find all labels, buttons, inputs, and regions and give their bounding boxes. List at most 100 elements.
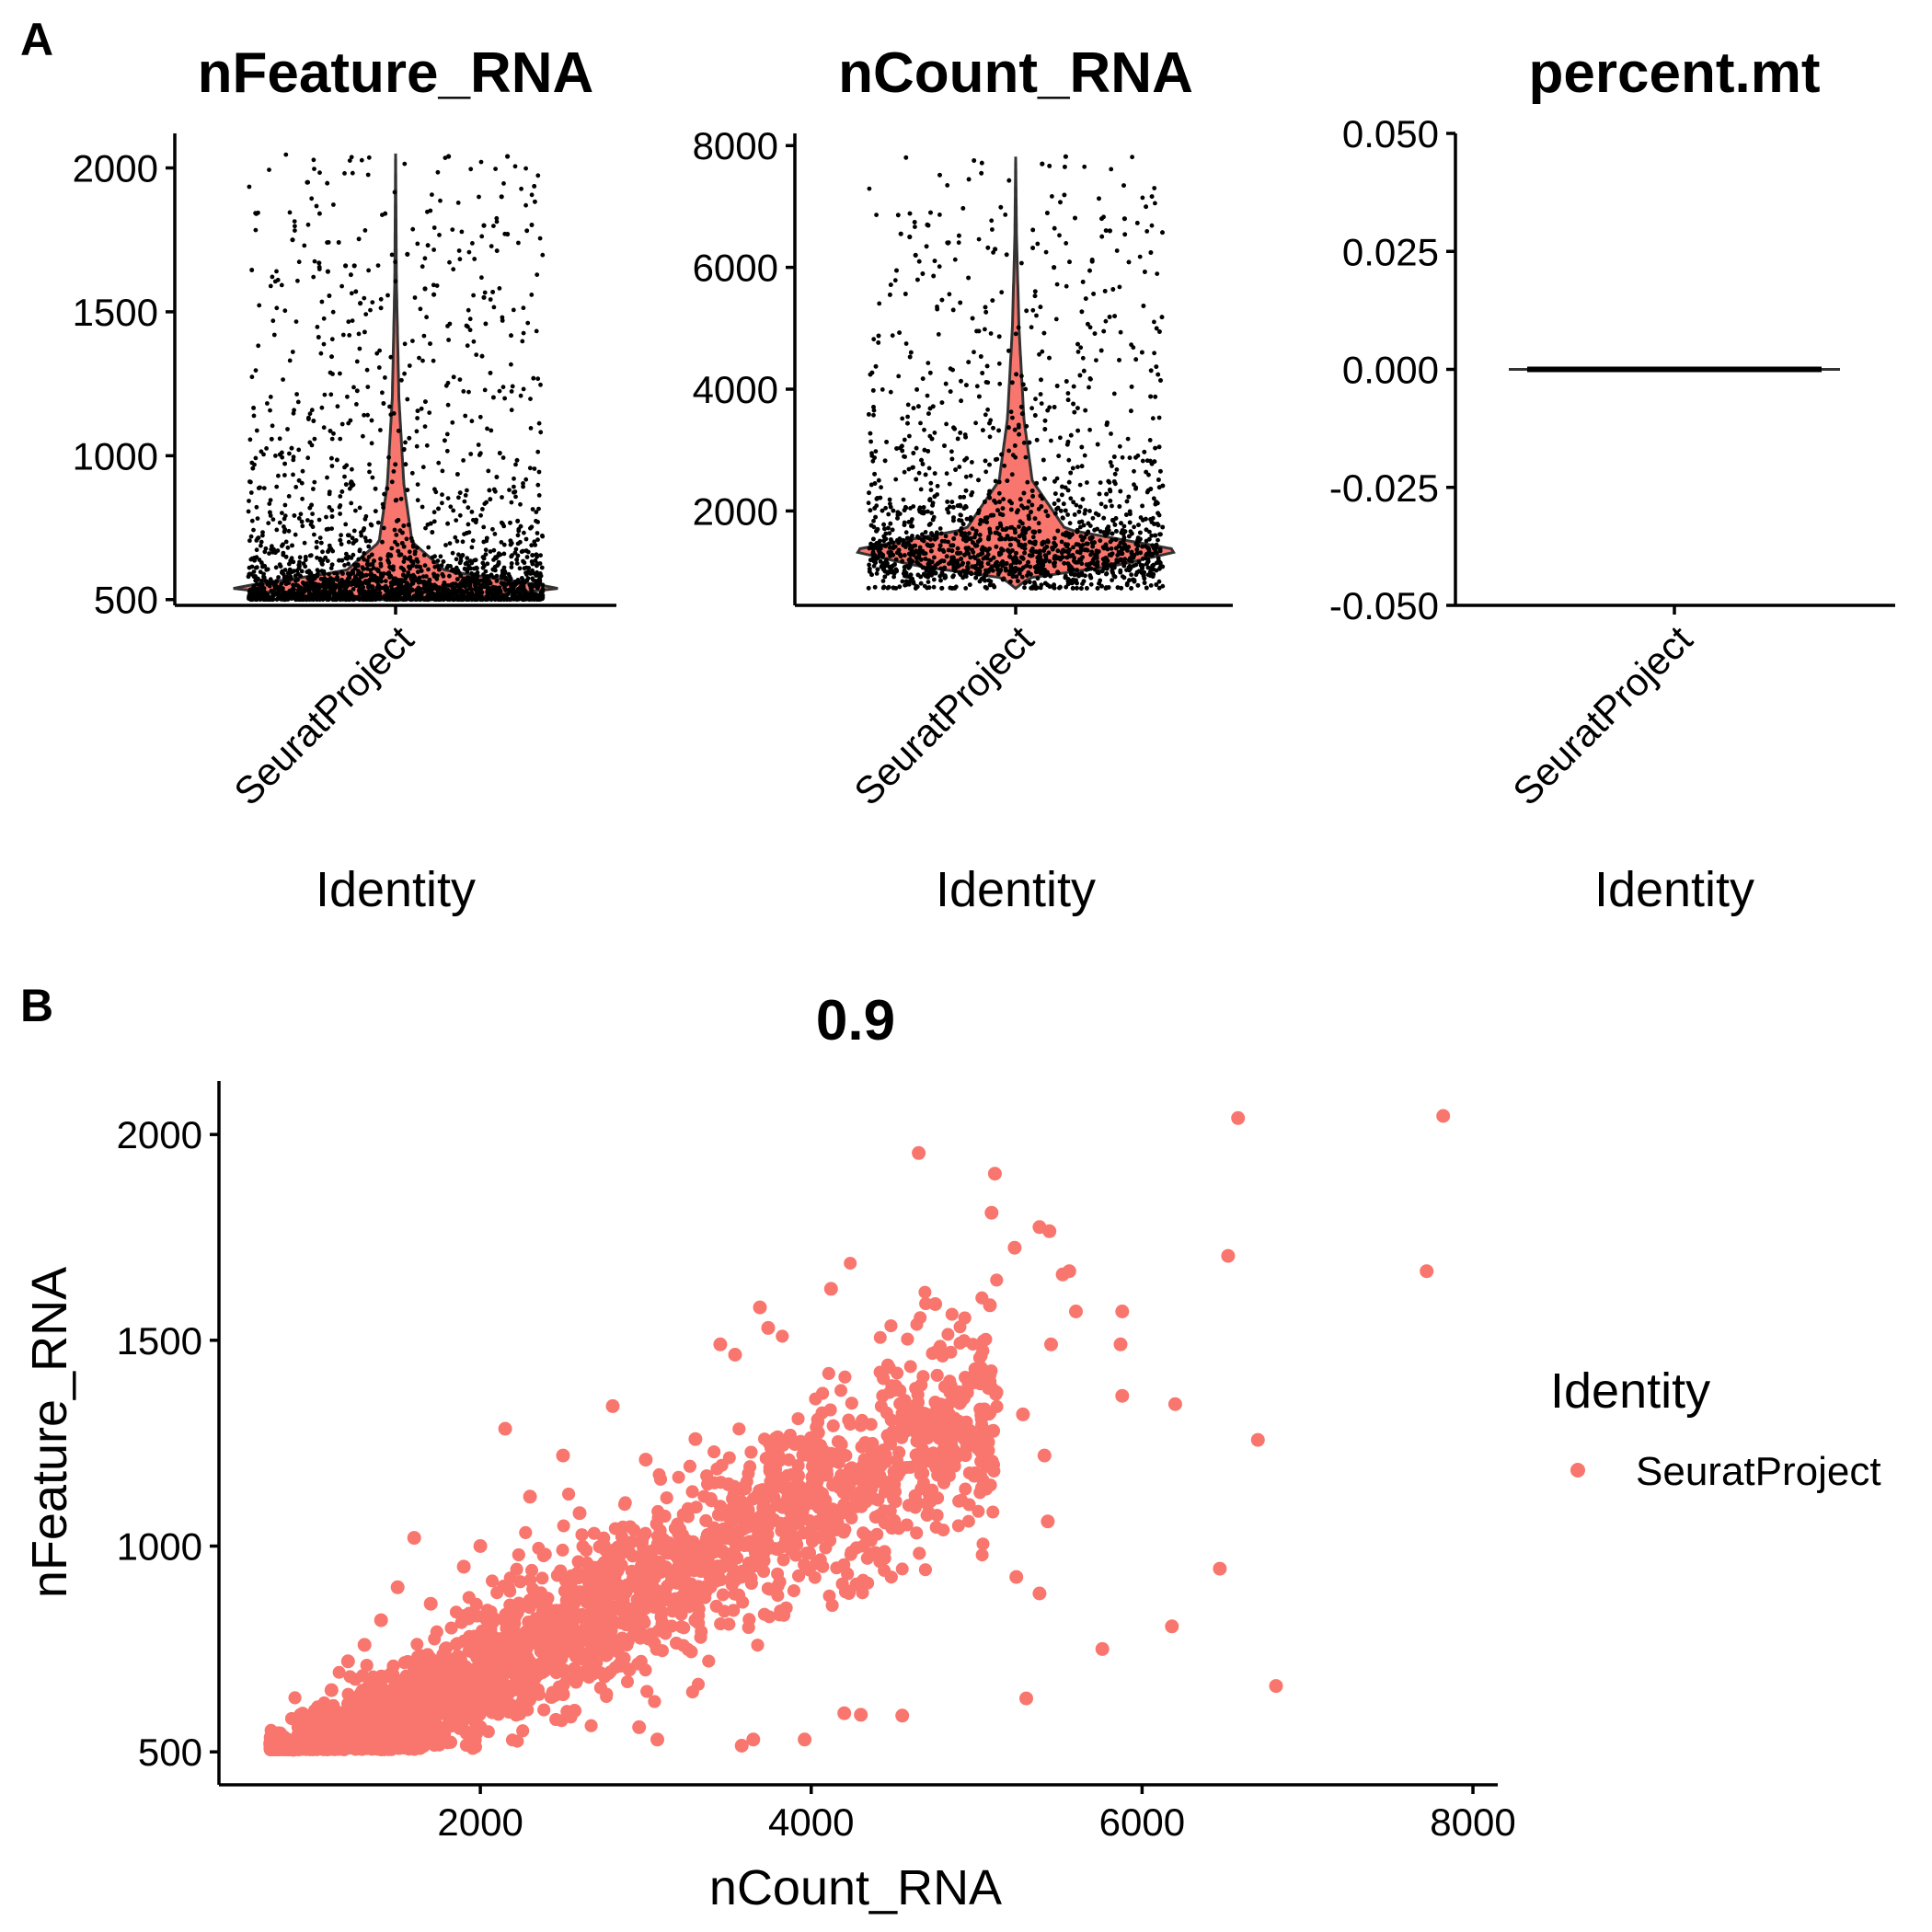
cell-point <box>1087 385 1091 390</box>
cell-point <box>948 585 953 591</box>
cell-point <box>449 582 454 587</box>
cell-point <box>269 588 274 593</box>
cell-point <box>977 533 983 537</box>
cell-point <box>939 538 945 544</box>
cell-point <box>970 316 975 321</box>
cell-point <box>1077 557 1082 562</box>
cell-point <box>1126 259 1132 265</box>
cell-point <box>1071 545 1075 550</box>
cell-point <box>999 546 1004 552</box>
cell-point <box>1019 503 1024 509</box>
cell-point <box>287 358 293 363</box>
cell-point <box>984 363 990 369</box>
cell-point <box>871 337 877 342</box>
cell-point <box>407 435 412 441</box>
cell-point <box>1000 527 1006 532</box>
cell-point <box>509 554 514 559</box>
cell-point <box>501 181 506 186</box>
cell-point <box>530 507 535 512</box>
cell-point <box>1056 498 1061 503</box>
cell-point <box>491 305 497 310</box>
cell-point <box>939 586 944 591</box>
cell-point <box>517 566 523 571</box>
cell-point <box>273 585 278 591</box>
cell-point <box>1154 582 1159 587</box>
cell-point <box>296 259 302 265</box>
cell-point <box>439 563 444 568</box>
cell-point <box>327 505 332 510</box>
cell-point <box>389 546 395 551</box>
cell-point <box>957 233 961 238</box>
cell-point <box>454 577 460 581</box>
cell-point <box>529 293 535 297</box>
cell-point <box>1070 586 1075 591</box>
cell-point <box>415 545 420 550</box>
cell-point <box>420 264 425 270</box>
cell-point <box>492 588 498 593</box>
cell-point <box>308 553 314 558</box>
cell-point <box>521 597 526 603</box>
cell-point <box>437 567 442 572</box>
cell-point <box>435 591 441 596</box>
cell-point <box>949 500 955 504</box>
cell-point <box>299 480 305 486</box>
cell-point <box>329 464 335 468</box>
cell-point <box>393 578 398 583</box>
cell-point <box>451 267 456 272</box>
outlier-point <box>305 179 310 185</box>
cell-point <box>900 558 905 564</box>
cell-point <box>1043 249 1049 255</box>
cell-point <box>323 586 328 591</box>
cell-point <box>375 520 381 525</box>
cell-point <box>346 539 351 545</box>
cell-point <box>1088 581 1094 587</box>
cell-point <box>515 587 521 592</box>
cell-point <box>269 436 274 442</box>
cell-point <box>366 580 371 585</box>
cell-point <box>926 411 931 416</box>
cell-point <box>1041 548 1046 553</box>
cell-point <box>1110 531 1115 536</box>
cell-point <box>331 431 336 436</box>
cell-point <box>937 172 942 178</box>
cell-point <box>1039 504 1044 509</box>
cell-point <box>868 439 873 444</box>
cell-point <box>1114 467 1120 472</box>
cell-point <box>1094 358 1098 362</box>
cell-point <box>1081 368 1087 374</box>
cell-point <box>402 555 408 560</box>
cell-point <box>953 584 959 590</box>
cell-point <box>536 420 542 426</box>
cell-point <box>477 194 481 200</box>
cell-point <box>497 451 502 455</box>
cell-point <box>1095 564 1100 569</box>
cell-point <box>457 490 463 495</box>
cell-point <box>902 569 907 573</box>
cell-point <box>457 377 463 382</box>
cell-point <box>372 558 376 564</box>
cell-point <box>369 571 374 577</box>
cell-point <box>1063 165 1067 169</box>
cell-point <box>886 525 891 531</box>
cell-point <box>536 597 542 602</box>
cell-point <box>535 449 541 454</box>
cell-point <box>488 581 493 586</box>
cell-point <box>435 558 441 563</box>
cell-point <box>969 516 973 522</box>
cell-point <box>403 440 408 445</box>
cell-point <box>298 512 304 517</box>
cell-point <box>1153 394 1158 399</box>
cell-point <box>438 554 443 559</box>
cell-point <box>528 525 533 531</box>
cell-point <box>1082 164 1087 169</box>
cell-point <box>919 457 924 463</box>
cell-point <box>955 550 960 556</box>
cell-point <box>249 268 255 272</box>
cell-point <box>295 278 300 283</box>
cell-point <box>953 531 959 536</box>
cell-point <box>407 549 412 555</box>
cell-point <box>291 582 295 588</box>
cell-point <box>1061 501 1066 507</box>
cell-point <box>1001 576 1006 581</box>
cell-point <box>1017 431 1021 437</box>
